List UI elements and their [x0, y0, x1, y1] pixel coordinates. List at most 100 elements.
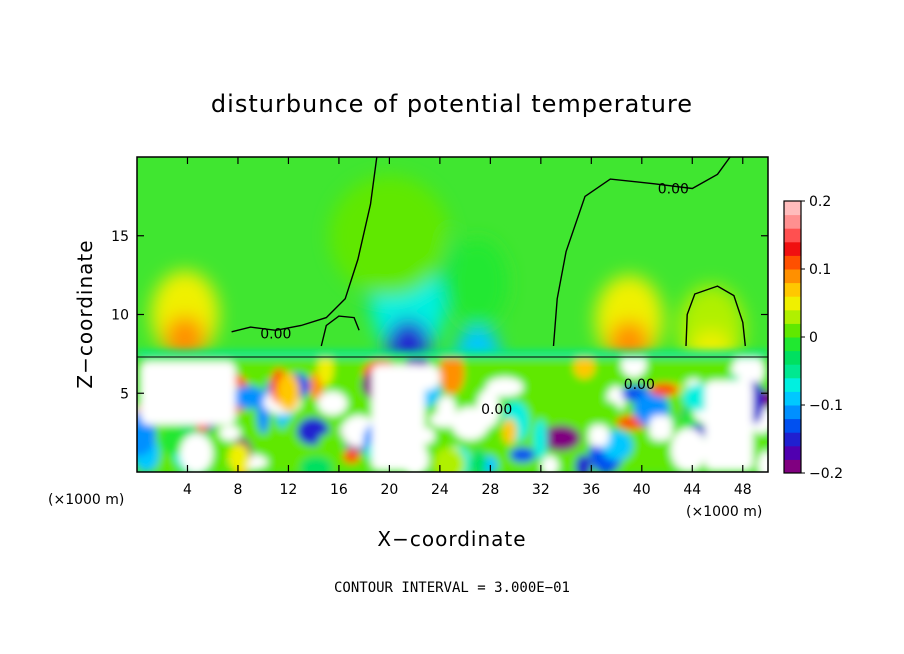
colorbar-swatch	[784, 377, 801, 392]
y-tick-label: 10	[111, 308, 129, 324]
turbulent-eddy	[230, 385, 265, 409]
y-tick-label: 5	[120, 386, 129, 402]
saturated-region	[588, 424, 609, 447]
colorbar-swatch	[784, 309, 801, 324]
colorbar-swatch	[784, 269, 801, 284]
turbulent-eddy	[575, 454, 591, 472]
zero-contour-line	[231, 157, 378, 333]
turbulent-eddy	[317, 351, 334, 386]
contour-lines	[137, 157, 768, 358]
saturated-region	[140, 361, 236, 425]
colorbar-swatch	[784, 350, 801, 365]
turbulent-eddy	[219, 425, 241, 441]
colorbar-tick-label: 0	[809, 330, 818, 346]
contour-interval-note: CONTOUR INTERVAL = 3.000E−01	[334, 580, 570, 596]
colorbar-swatch	[784, 228, 801, 243]
zero-contour-line	[685, 285, 746, 347]
colorbar-swatch	[784, 405, 801, 420]
x-tick-label: 48	[734, 482, 752, 498]
colorbar-swatch	[784, 418, 801, 433]
anomaly-blob	[329, 175, 450, 296]
turbulent-eddy	[573, 355, 596, 379]
colorbar-swatch	[784, 445, 801, 460]
colorbar-tick-label: −0.2	[809, 466, 843, 482]
colorbar-swatch	[784, 391, 801, 406]
turbulent-eddy	[541, 424, 581, 452]
plot-area	[137, 157, 768, 472]
colorbar-swatch	[784, 241, 801, 256]
colorbar-tick-label: 0.1	[809, 262, 831, 278]
turbulent-eddy	[533, 419, 548, 460]
turbulent-eddy	[591, 400, 621, 425]
x-tick-label: 28	[481, 482, 499, 498]
contour-label: 0.00	[260, 326, 291, 342]
colorbar-swatch	[784, 337, 801, 352]
saturated-region	[649, 415, 673, 441]
zero-contour-line	[552, 157, 731, 347]
turbulent-eddy	[159, 426, 187, 456]
y-axis-ticks: 5 10 15	[111, 229, 768, 402]
colorbar-swatch	[784, 459, 801, 474]
inversion-band	[137, 350, 768, 359]
turbulent-eddy	[670, 427, 707, 472]
colorbar-swatch	[784, 282, 801, 297]
saturated-region	[371, 364, 425, 471]
chart-title: disturbunce of potential temperature	[211, 90, 693, 118]
turbulent-eddy	[439, 351, 465, 395]
turbulent-eddy	[757, 450, 768, 472]
x-tick-label: 32	[532, 482, 550, 498]
contour-label: 0.00	[624, 377, 655, 393]
colorbar-swatch	[784, 201, 801, 216]
colorbar-swatch	[784, 432, 801, 447]
turbulent-eddy	[343, 449, 360, 464]
colorbar: 0.2 0.1 0 −0.1 −0.2	[783, 194, 843, 482]
colorbar-tick-label: 0.2	[809, 194, 831, 210]
x-unit-right: (×1000 m)	[686, 504, 762, 520]
colorbar-swatch	[784, 296, 801, 311]
turbulent-eddy	[228, 443, 250, 472]
colorbar-tick-label: −0.1	[809, 398, 843, 414]
x-tick-label: 24	[431, 482, 449, 498]
y-tick-label: 15	[111, 229, 129, 245]
turbulent-eddy	[469, 448, 487, 472]
x-axis-label: X−coordinate	[377, 527, 526, 551]
colorbar-swatch	[784, 364, 801, 379]
y-axis-label: Z−coordinate	[73, 239, 97, 388]
turbulent-eddy	[433, 447, 466, 472]
turbulent-eddy	[541, 455, 559, 472]
colorbar-swatch	[784, 255, 801, 270]
x-tick-label: 44	[683, 482, 701, 498]
turbulent-eddy	[429, 412, 460, 428]
turbulent-eddy	[276, 372, 301, 412]
turbulent-eddy	[317, 432, 346, 452]
turbulent-eddy	[317, 391, 348, 416]
x-unit-left: (×1000 m)	[48, 492, 124, 508]
turbulent-eddy	[476, 389, 500, 428]
saturated-region	[704, 380, 753, 471]
x-tick-label: 12	[280, 482, 298, 498]
colorbar-swatch	[784, 323, 801, 338]
turbulent-eddy	[486, 377, 524, 397]
saturated-region	[420, 427, 435, 444]
x-axis-ticks: 4 8 12 16 20 24 28 32 36 40 44 48	[183, 157, 752, 498]
contour-labels: 0.00 0.00 0.00 0.00	[260, 182, 689, 419]
contour-label: 0.00	[481, 402, 512, 418]
zero-contour-line	[320, 315, 360, 347]
x-tick-label: 40	[633, 482, 651, 498]
x-tick-label: 20	[380, 482, 398, 498]
turbulent-eddy	[179, 433, 213, 472]
colorbar-swatch	[784, 214, 801, 229]
turbulent-eddy	[509, 447, 536, 463]
x-tick-label: 36	[582, 482, 600, 498]
turbulent-eddy	[649, 382, 679, 397]
x-tick-label: 8	[233, 482, 242, 498]
warm-anomaly	[164, 316, 205, 361]
x-tick-label: 16	[330, 482, 348, 498]
turbulent-eddy	[299, 456, 333, 472]
field-turbulent-layer	[137, 350, 768, 472]
x-tick-label: 4	[183, 482, 192, 498]
turbulent-eddy	[502, 418, 517, 445]
anomaly-blob	[447, 239, 508, 327]
contour-label: 0.00	[658, 182, 689, 198]
